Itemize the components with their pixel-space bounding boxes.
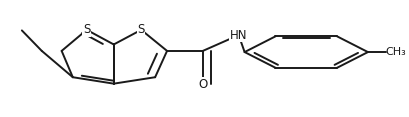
Text: S: S [137,23,145,36]
Text: O: O [198,78,207,91]
Text: S: S [83,23,90,36]
Text: HN: HN [230,29,247,42]
Text: CH₃: CH₃ [386,47,407,57]
